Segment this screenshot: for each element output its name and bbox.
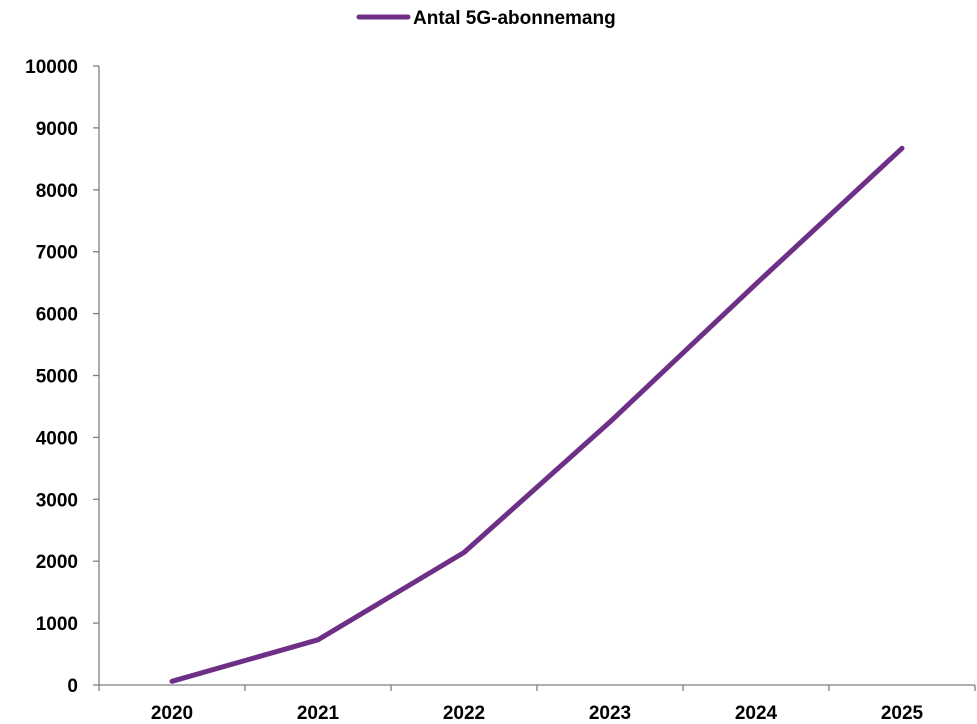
x-tick-label: 2020 [151, 703, 193, 724]
x-tick-label: 2022 [443, 703, 485, 724]
y-axis: 0 1000 2000 3000 4000 5000 6000 7000 8000 9000 100… [25, 57, 100, 697]
y-tick-label: 1000 [36, 614, 78, 635]
y-tick-label: 9000 [36, 119, 78, 140]
y-tick-label: 4000 [36, 428, 78, 449]
y-tick-label: 0 [67, 676, 78, 697]
y-tick-label: 5000 [36, 367, 78, 388]
legend-label: Antal 5G-abonnemang [413, 8, 616, 29]
y-tick-label: 6000 [36, 305, 78, 326]
y-tick-label: 10000 [25, 57, 78, 78]
y-tick-label: 8000 [36, 181, 78, 202]
y-tick-label: 2000 [36, 552, 78, 573]
x-tick-label: 2021 [297, 703, 340, 724]
x-tick-label: 2024 [735, 703, 778, 724]
x-tick-label: 2025 [881, 703, 924, 724]
plot-series [169, 145, 905, 684]
y-tick-label: 7000 [36, 243, 78, 264]
series-line [169, 145, 905, 684]
y-tick-label: 3000 [36, 490, 78, 511]
x-tick-label: 2023 [589, 703, 631, 724]
x-axis: 2020 2021 2022 2023 2024 2025 [98, 684, 976, 724]
legend: Antal 5G-abonnemang [356, 8, 616, 29]
